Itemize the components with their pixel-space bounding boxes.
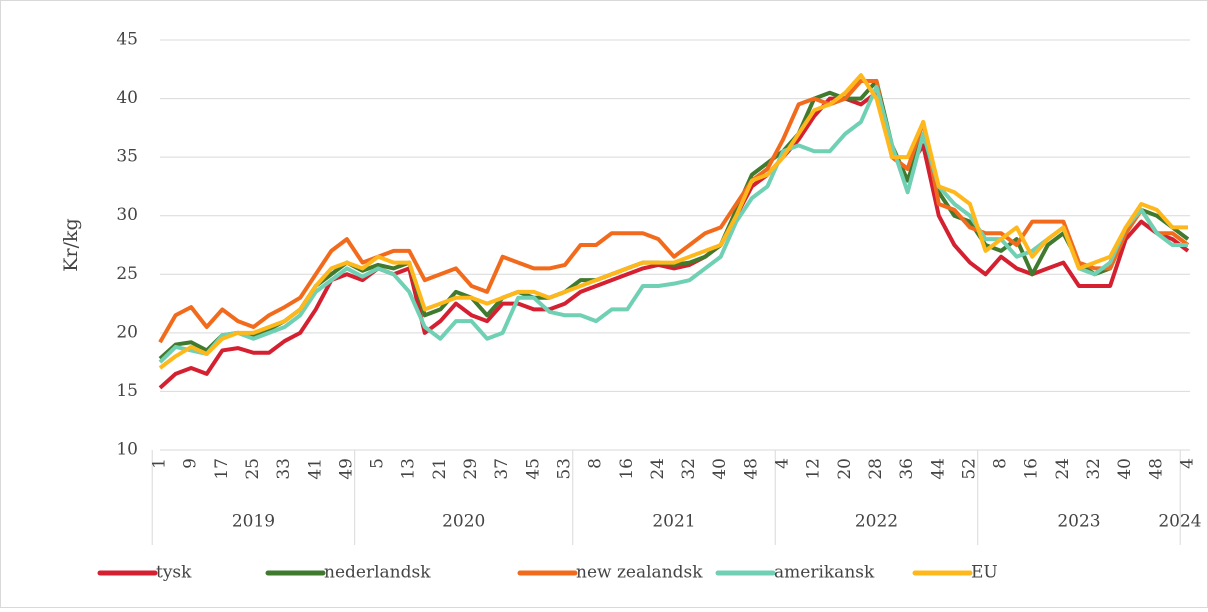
y-tick-label: 25 <box>116 264 138 284</box>
x-tick-label: 40 <box>1115 458 1135 480</box>
x-group-label: 2019 <box>232 512 275 532</box>
x-tick-label: 20 <box>835 458 855 480</box>
x-tick-label: 5 <box>368 458 388 469</box>
y-tick-label: 40 <box>116 88 138 108</box>
x-tick-label: 9 <box>181 458 201 469</box>
y-axis-label: Kr/kg <box>60 218 82 271</box>
x-tick-label: 4 <box>773 458 793 469</box>
x-tick-label: 52 <box>959 458 979 480</box>
y-tick-label: 10 <box>116 440 138 460</box>
x-tick-label: 8 <box>586 458 606 469</box>
legend-label: nederlandsk <box>324 563 431 583</box>
x-tick-label: 12 <box>804 458 824 480</box>
x-group-label: 2023 <box>1057 512 1100 532</box>
x-tick-label: 36 <box>897 458 917 480</box>
x-tick-label: 4 <box>1178 458 1198 469</box>
x-tick-label: 53 <box>554 458 574 480</box>
x-tick-label: 16 <box>617 458 637 480</box>
legend-label: EU <box>971 563 998 583</box>
y-tick-label: 35 <box>116 147 138 167</box>
x-group-label: 2021 <box>652 512 695 532</box>
y-tick-label: 20 <box>116 322 138 342</box>
y-tick-label: 15 <box>116 381 138 401</box>
x-tick-label: 48 <box>741 458 761 480</box>
legend-label: new zealandsk <box>576 563 703 583</box>
x-tick-label: 17 <box>212 458 232 480</box>
x-group-label: 2024 <box>1158 512 1201 532</box>
legend-label: amerikansk <box>774 563 875 583</box>
x-tick-label: 8 <box>991 458 1011 469</box>
x-tick-label: 32 <box>1084 458 1104 480</box>
x-tick-label: 45 <box>523 458 543 480</box>
legend-label: tysk <box>156 563 192 583</box>
x-group-label: 2020 <box>442 512 485 532</box>
y-tick-label: 30 <box>116 205 138 225</box>
x-tick-label: 29 <box>461 458 481 480</box>
x-tick-label: 33 <box>274 458 294 480</box>
series-line <box>158 79 1190 344</box>
x-tick-label: 25 <box>243 458 263 480</box>
x-tick-label: 24 <box>1053 458 1073 480</box>
x-tick-label: 21 <box>430 458 450 480</box>
x-tick-label: 41 <box>305 458 325 480</box>
series-line <box>158 84 1188 364</box>
x-tick-label: 48 <box>1146 458 1166 480</box>
series-line <box>158 79 1190 361</box>
x-tick-label: 37 <box>492 458 512 480</box>
x-tick-label: 13 <box>399 458 419 480</box>
x-tick-label: 16 <box>1022 458 1042 480</box>
x-tick-label: 49 <box>336 458 356 480</box>
x-tick-label: 24 <box>648 458 668 480</box>
x-tick-label: 28 <box>866 458 886 480</box>
y-tick-label: 45 <box>116 30 138 50</box>
series-line <box>158 73 1188 370</box>
x-tick-label: 1 <box>150 458 170 469</box>
x-group-label: 2022 <box>855 512 898 532</box>
x-tick-label: 44 <box>928 458 948 480</box>
x-tick-label: 40 <box>710 458 730 480</box>
x-tick-label: 32 <box>679 458 699 480</box>
